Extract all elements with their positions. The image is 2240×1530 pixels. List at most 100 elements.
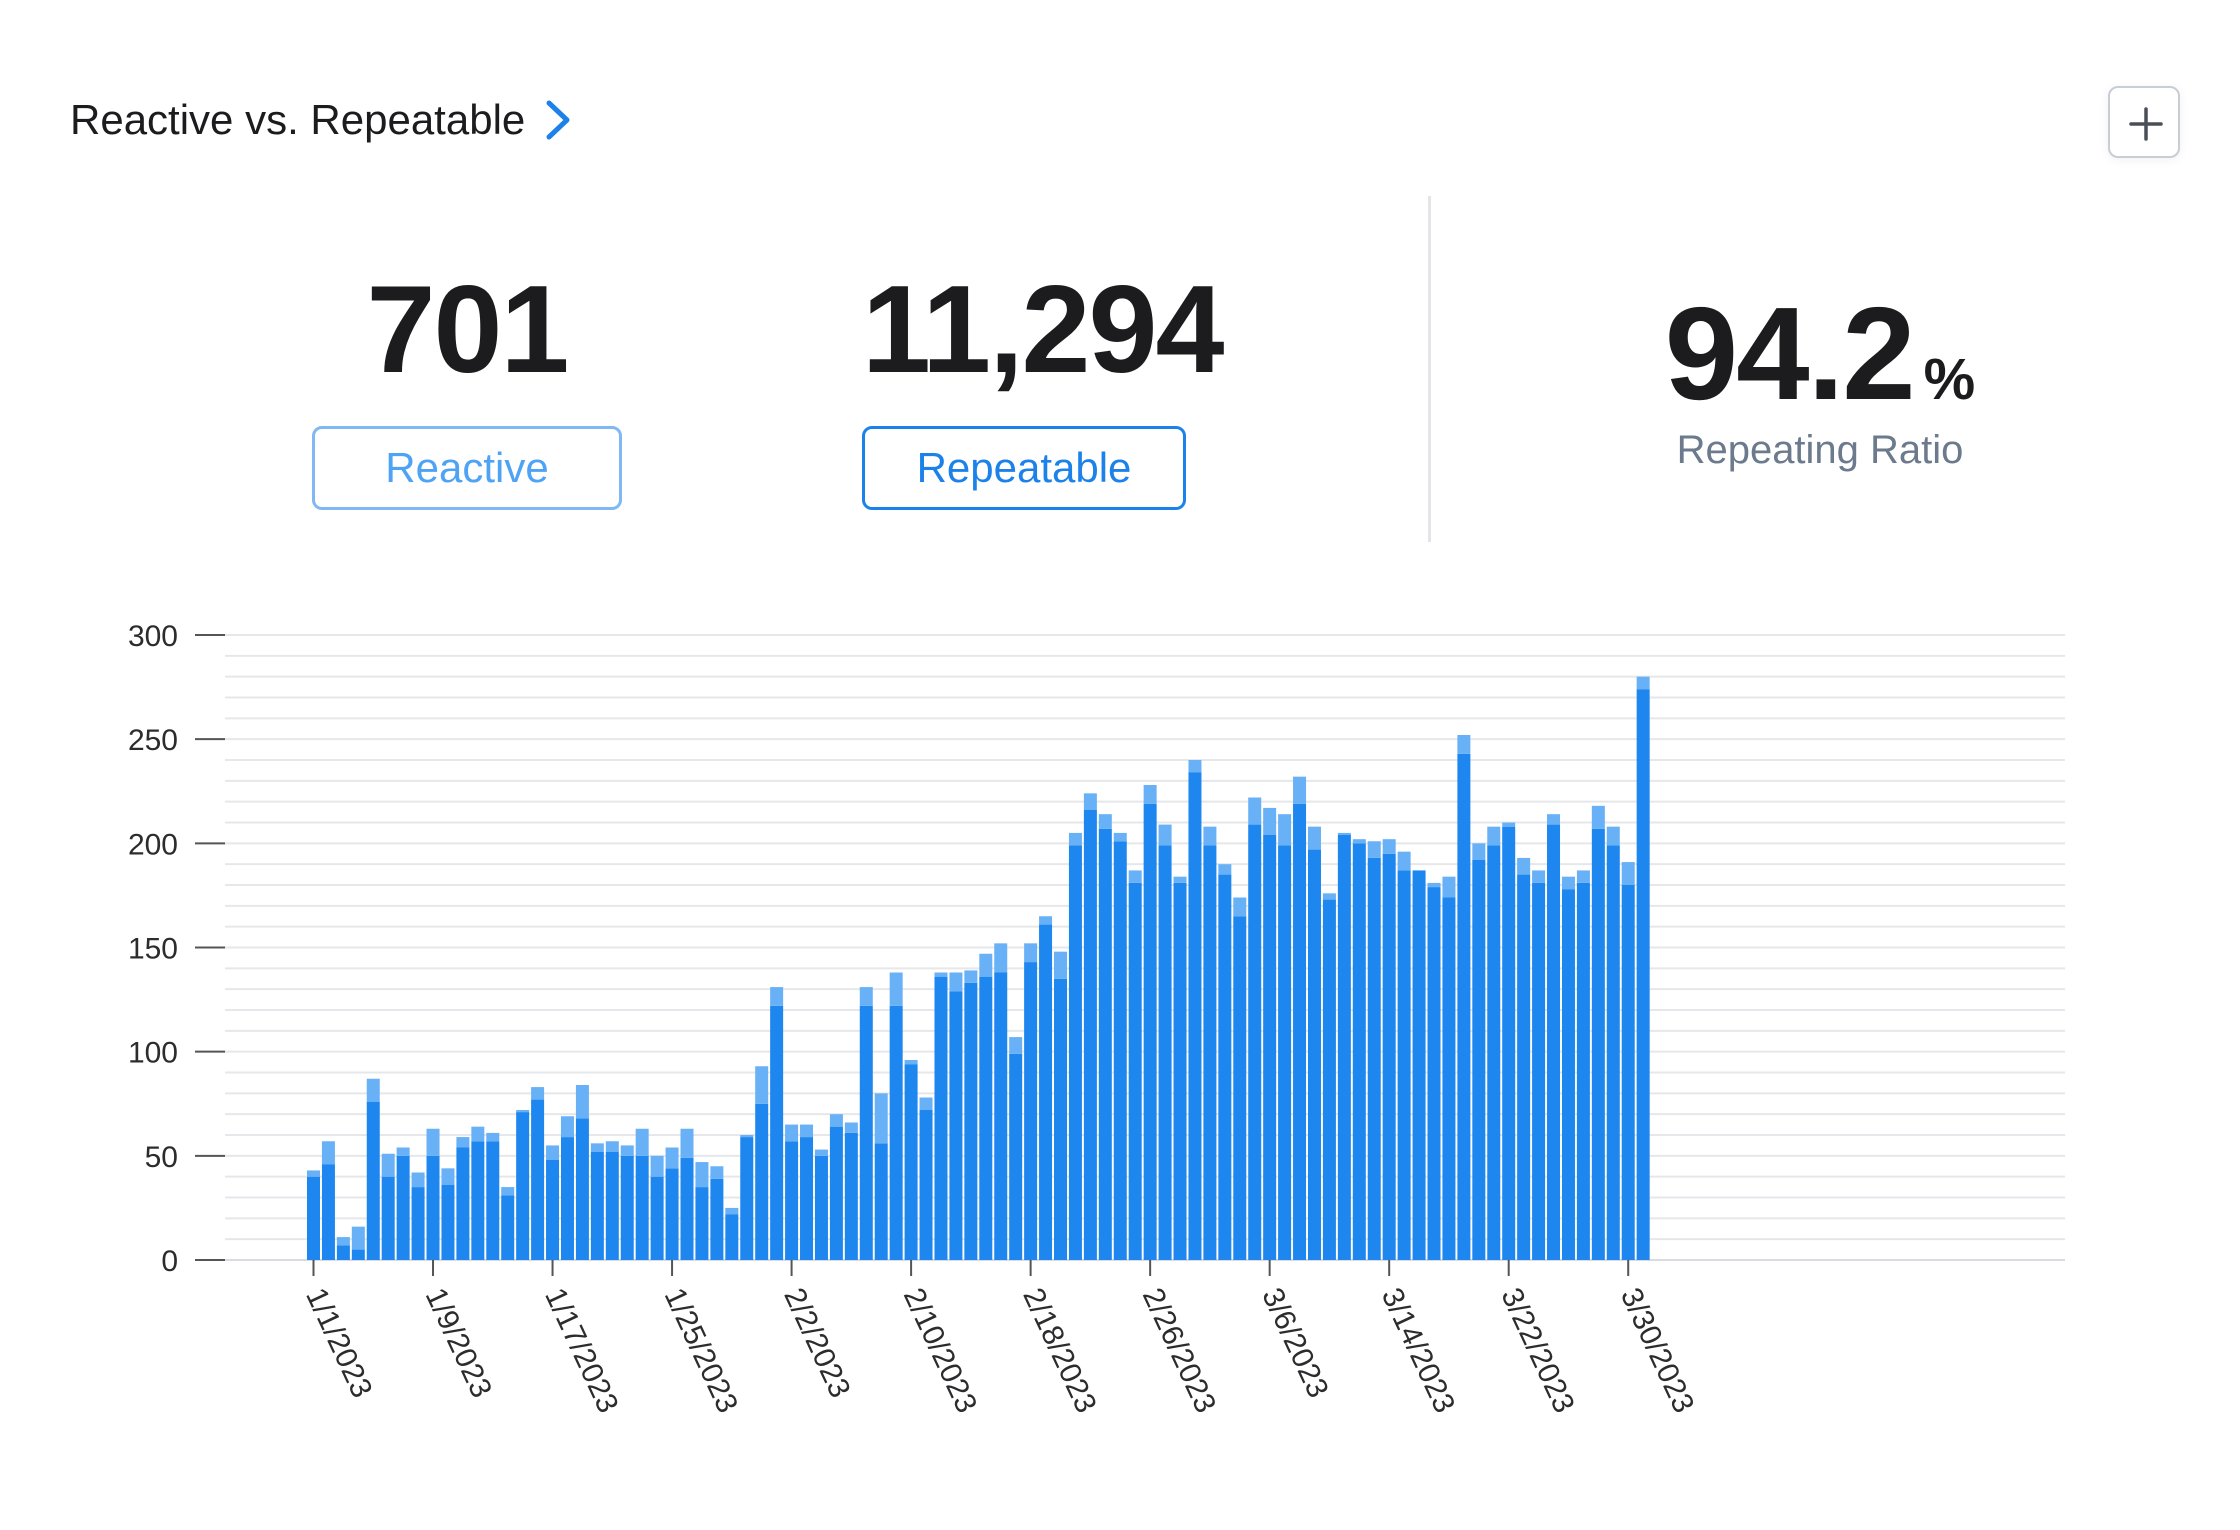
bar-reactive (1098, 814, 1112, 829)
bar-repeatable (1367, 857, 1381, 1260)
bar-repeatable (381, 1176, 395, 1260)
x-tick-label: 2/10/2023 (897, 1283, 983, 1418)
bar-reactive (501, 1187, 515, 1196)
bar-repeatable (979, 976, 993, 1260)
bar-repeatable (1307, 849, 1321, 1260)
bar-repeatable (1083, 810, 1097, 1260)
bar-reactive (874, 1093, 888, 1144)
bar-reactive (620, 1145, 634, 1156)
reactive-toggle-button[interactable]: Reactive (312, 426, 622, 510)
bar-repeatable (1442, 897, 1456, 1260)
bar-repeatable (665, 1168, 679, 1260)
bar-reactive (1472, 843, 1486, 860)
bar-repeatable (590, 1151, 604, 1260)
bar-reactive (396, 1147, 410, 1156)
bar-reactive (1143, 785, 1157, 804)
bar-reactive (1576, 870, 1590, 883)
bar-reactive (1502, 822, 1516, 827)
bar-reactive (1532, 870, 1546, 883)
bar-repeatable (1547, 824, 1561, 1260)
bar-repeatable (814, 1155, 828, 1260)
reactive-count: 701 (366, 261, 570, 399)
bar-reactive (979, 953, 993, 977)
add-button[interactable] (2108, 86, 2180, 158)
bar-reactive (919, 1097, 933, 1110)
card-header[interactable]: Reactive vs. Repeatable (70, 96, 575, 144)
repeatable-toggle-button[interactable]: Repeatable (862, 426, 1186, 510)
bar-reactive (1203, 826, 1217, 846)
bar-repeatable (1039, 924, 1053, 1260)
bar-reactive (381, 1153, 395, 1177)
bar-reactive (1606, 826, 1620, 846)
bar-repeatable (949, 991, 963, 1260)
y-tick-label: 0 (161, 1245, 178, 1278)
bar-reactive (590, 1143, 604, 1152)
bar-reactive (351, 1226, 365, 1250)
y-tick-label: 100 (128, 1037, 178, 1070)
bar-reactive (546, 1145, 560, 1160)
chevron-right-icon[interactable] (541, 97, 575, 143)
bar-repeatable (680, 1157, 694, 1260)
bar-repeatable (695, 1187, 709, 1260)
bar-reactive (1636, 676, 1650, 690)
bar-repeatable (486, 1141, 500, 1260)
bar-repeatable (307, 1176, 320, 1260)
bar-reactive (411, 1172, 425, 1188)
bar-reactive (889, 972, 903, 1006)
bar-reactive (904, 1060, 918, 1065)
bar-repeatable (1024, 962, 1038, 1260)
bar-repeatable (1427, 887, 1441, 1260)
bar-repeatable (740, 1137, 754, 1260)
bar-repeatable (501, 1195, 515, 1260)
x-tick-label: 3/22/2023 (1494, 1283, 1580, 1418)
bar-reactive (1591, 805, 1605, 829)
y-tick-label: 200 (128, 828, 178, 861)
bar-reactive (1293, 776, 1307, 804)
bar-reactive (560, 1116, 574, 1138)
bar-repeatable (1203, 845, 1217, 1260)
bar-reactive (1397, 851, 1411, 871)
bar-reactive (665, 1147, 679, 1169)
plus-icon (2129, 107, 2163, 141)
bar-reactive (680, 1128, 694, 1158)
bar-repeatable (889, 1005, 903, 1260)
bar-repeatable (650, 1176, 664, 1260)
bar-reactive (994, 943, 1008, 973)
bar-reactive (516, 1110, 530, 1113)
bar-reactive (725, 1207, 739, 1215)
bar-reactive (471, 1126, 485, 1142)
bar-reactive (575, 1085, 589, 1119)
reactive-metric: 701 Reactive (312, 268, 622, 510)
bar-reactive (1188, 760, 1202, 773)
x-tick-label: 1/9/2023 (419, 1283, 498, 1403)
bar-repeatable (1517, 874, 1531, 1260)
bar-repeatable (1173, 882, 1187, 1260)
bar-reactive (949, 972, 963, 992)
bar-reactive (1083, 793, 1097, 810)
bar-reactive (1173, 876, 1187, 883)
bar-reactive (1457, 735, 1471, 754)
bar-repeatable (1352, 843, 1366, 1260)
bar-repeatable (710, 1178, 724, 1260)
y-tick-label: 300 (128, 620, 178, 653)
bar-reactive (814, 1149, 828, 1156)
bar-repeatable (1233, 916, 1247, 1260)
bar-reactive (635, 1128, 649, 1156)
card-title[interactable]: Reactive vs. Repeatable (70, 96, 526, 143)
x-tick-label: 3/14/2023 (1375, 1283, 1461, 1418)
bar-repeatable (800, 1137, 814, 1260)
bar-reactive (1382, 839, 1396, 854)
bar-repeatable (1098, 828, 1112, 1260)
bar-reactive (1054, 951, 1067, 979)
x-tick-label: 2/2/2023 (777, 1283, 856, 1403)
bar-reactive (740, 1135, 754, 1138)
bar-repeatable (1278, 845, 1292, 1260)
x-tick-label: 3/30/2023 (1614, 1283, 1700, 1418)
bar-reactive (710, 1166, 724, 1179)
bar-repeatable (635, 1155, 649, 1260)
bar-reactive (1233, 897, 1247, 917)
bar-reactive (770, 987, 784, 1006)
bar-reactive (1113, 832, 1127, 842)
bar-reactive (859, 987, 873, 1006)
bar-reactive (307, 1170, 320, 1177)
